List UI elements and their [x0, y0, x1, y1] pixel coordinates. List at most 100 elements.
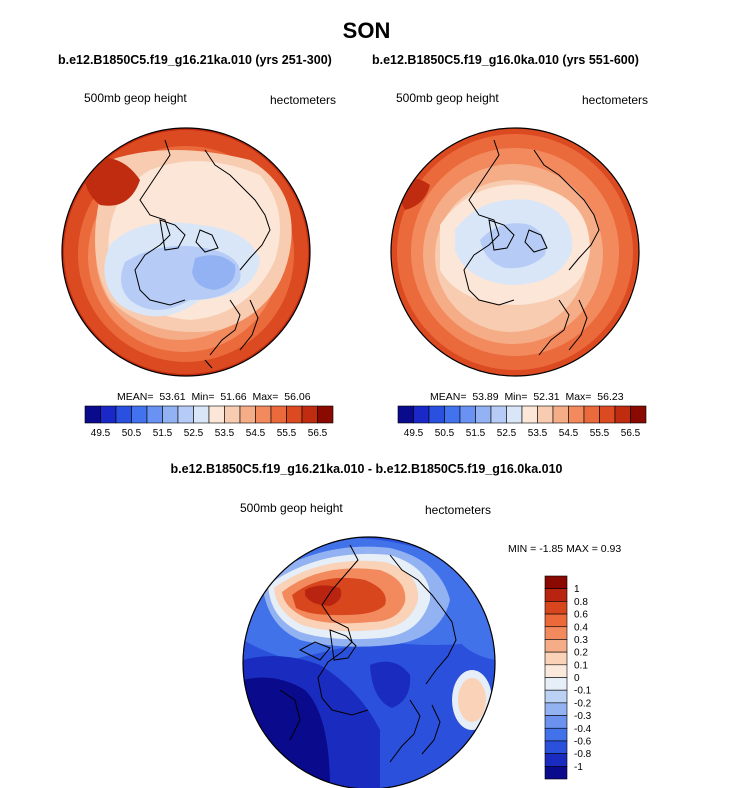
panel2-contour-525	[480, 223, 546, 269]
panel1-variable-label: 500mb geop height	[84, 91, 187, 105]
diff-colorbar-box-10	[544, 702, 568, 716]
panel1-colorbar-box-10	[239, 405, 256, 424]
panel1-colorbar-tick-0: 49.5	[91, 428, 111, 439]
panel2-colorbar-tick-7: 56.5	[621, 428, 641, 439]
panel2-colorbar-box-10	[552, 405, 569, 424]
panel1-colorbar-box-7	[193, 405, 210, 424]
diff-colorbar-tick-3: 0.4	[574, 622, 588, 633]
diff-colorbar-tick-2: 0.6	[574, 610, 588, 621]
diff-map-boundary	[242, 536, 496, 788]
panel2-colorbar-box-4	[459, 405, 476, 424]
panel2-colorbar-box-1	[413, 405, 430, 424]
panel1-mean: 53.61	[159, 391, 186, 403]
panel2-colorbar-tick-0: 49.5	[404, 428, 424, 439]
panel1-min: 51.66	[220, 391, 247, 403]
diff-colorbar-tick-7: 0	[574, 673, 580, 684]
panel1-colorbar-box-8	[208, 405, 225, 424]
panel2-colorbar-box-0	[397, 405, 414, 424]
panel2-colorbar-box-6	[490, 405, 507, 424]
panel1-colorbar-box-6	[177, 405, 194, 424]
panel2-units-label: hectometers	[582, 93, 649, 107]
diff-colorbar-tick-14: -1	[574, 762, 583, 773]
panel1-case-title: b.e12.B1850C5.f19_g16.21ka.010 (yrs 251-…	[58, 53, 332, 67]
panel2-colorbar-box-2	[428, 405, 445, 424]
diff-colorbar-box-15	[544, 766, 568, 780]
panel2-map	[390, 127, 640, 377]
panel1-colorbar-box-0	[84, 405, 101, 424]
panel2-min: 52.31	[533, 391, 560, 403]
diff-colorbar-tick-9: -0.2	[574, 698, 592, 709]
panel1-colorbar-box-14	[301, 405, 318, 424]
diff-colorbar-box-4	[544, 626, 568, 640]
diff-contour-m08-b	[370, 661, 411, 708]
panel1-colorbar-tick-6: 55.5	[277, 428, 297, 439]
diff-colorbar-box-5	[544, 639, 568, 653]
diff-colorbar-tick-13: -0.8	[574, 749, 592, 760]
panel2-variable-label: 500mb geop height	[396, 91, 499, 105]
panel2-colorbar-box-13	[599, 405, 616, 424]
panel1-colorbar-box-3	[131, 405, 148, 424]
diff-variable-label: 500mb geop height	[240, 501, 343, 515]
panel2-colorbar-tick-1: 50.5	[435, 428, 455, 439]
panel1-colorbar-box-9	[224, 405, 241, 424]
panel1-colorbar-box-5	[162, 405, 179, 424]
diff-colorbar: 1 0.8 0.60.4 0.3 0.20.1 0 -0.1-0.2 -0.3 -0.4-0.6…	[544, 575, 592, 780]
panel2-colorbar: 49.5 50.5 51.5 52.5 53.5 54.5 55.5 56.5	[397, 405, 647, 439]
diff-title: b.e12.B1850C5.f19_g16.21ka.010 - b.e12.B…	[170, 462, 563, 476]
diff-colorbar-box-14	[544, 753, 568, 767]
panel1-colorbar-tick-2: 51.5	[153, 428, 173, 439]
panel1-contour-max-region	[84, 157, 140, 206]
diff-colorbar-box-12	[544, 727, 568, 742]
panel2-colorbar-box-5	[475, 405, 492, 424]
panel2-max: 56.23	[597, 391, 624, 403]
panel1-colorbar-tick-1: 50.5	[122, 428, 142, 439]
diff-colorbar-tick-12: -0.6	[574, 736, 592, 747]
panel1-colorbar-box-11	[255, 405, 272, 424]
panel2-coastlines	[463, 139, 600, 356]
panel1-colorbar-box-1	[100, 405, 117, 424]
panel1-coastlines	[134, 139, 271, 369]
diff-colorbar-box-1	[544, 588, 568, 602]
panel2-colorbar-box-8	[521, 405, 538, 424]
panel1-colorbar-box-15	[317, 405, 334, 424]
diff-colorbar-tick-4: 0.3	[574, 635, 588, 646]
panel2-case-title: b.e12.B1850C5.f19_g16.0ka.010 (yrs 551-6…	[372, 53, 639, 67]
diff-colorbar-tick-6: 0.1	[574, 660, 588, 671]
panel2-colorbar-box-15	[630, 405, 647, 424]
panel2-stats: MEAN= 53.89 Min= 52.31 Max= 56.23	[430, 391, 624, 403]
panel2-colorbar-box-12	[583, 405, 600, 424]
panel2-colorbar-box-11	[568, 405, 585, 424]
panel1-stats: MEAN= 53.61 Min= 51.66 Max= 56.06	[117, 391, 311, 403]
diff-colorbar-tick-8: -0.1	[574, 686, 592, 697]
panel1-colorbar-box-13	[286, 405, 303, 424]
panel2-colorbar-box-9	[537, 405, 554, 424]
diff-colorbar-box-8	[544, 677, 568, 691]
diff-minmax: MIN = -1.85 MAX = 0.93	[508, 543, 622, 555]
panel2-map-boundary	[390, 127, 640, 377]
panel2-colorbar-tick-5: 54.5	[559, 428, 579, 439]
panel1-colorbar-box-12	[270, 405, 287, 424]
diff-colorbar-tick-11: -0.4	[574, 724, 592, 735]
diff-colorbar-tick-0: 1	[574, 584, 580, 595]
diff-colorbar-tick-10: -0.3	[574, 711, 592, 722]
panel1-map	[61, 127, 311, 377]
panel2-colorbar-box-7	[506, 405, 523, 424]
panel1-max: 56.06	[284, 391, 311, 403]
diff-colorbar-tick-1: 0.8	[574, 597, 588, 608]
diff-colorbar-box-3	[544, 613, 568, 628]
diff-colorbar-box-11	[544, 715, 568, 729]
diff-colorbar-tick-5: 0.2	[574, 648, 588, 659]
panel2-mean: 53.89	[472, 391, 499, 403]
panel1-colorbar-tick-4: 53.5	[215, 428, 235, 439]
diff-coastlines	[279, 544, 457, 763]
diff-map	[242, 536, 496, 788]
diff-colorbar-box-6	[544, 651, 568, 666]
diff-colorbar-box-13	[544, 740, 568, 754]
diff-units-label: hectometers	[425, 503, 492, 517]
panel1-colorbar-box-2	[115, 405, 132, 424]
panel2-colorbar-box-3	[444, 405, 461, 424]
panel2-colorbar-tick-6: 55.5	[590, 428, 610, 439]
panel2-colorbar-tick-3: 52.5	[497, 428, 517, 439]
panel2-colorbar-box-14	[614, 405, 631, 424]
diff-colorbar-box-0	[544, 575, 568, 589]
